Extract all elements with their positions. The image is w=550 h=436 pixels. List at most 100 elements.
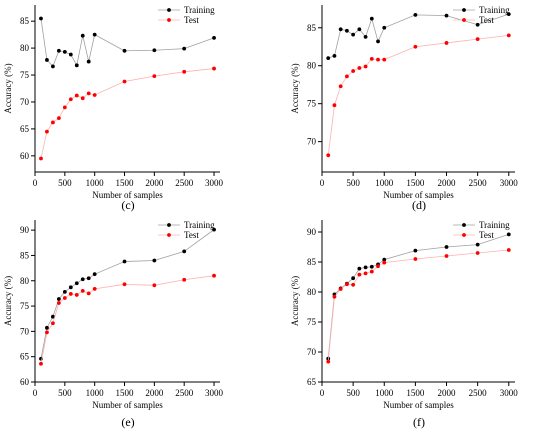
chart-1-legend-marker <box>462 8 466 12</box>
chart-2-x-tick-label: 2000 <box>145 388 164 398</box>
chart-1-panel-label: (d) <box>412 198 426 212</box>
chart-1-series-1-point <box>413 44 418 49</box>
chart-1-series-0-point <box>475 22 480 27</box>
chart-1-series-0-point <box>345 28 349 33</box>
chart-3-legend-label: Training <box>479 220 510 230</box>
chart-0-x-tick-label: 1000 <box>86 178 105 188</box>
chart-0-series-1-point <box>152 74 157 79</box>
chart-1-series-0-point <box>338 27 343 32</box>
chart-2-series-1-point <box>86 291 91 296</box>
chart-3-series-1-point <box>326 359 331 364</box>
chart-1-x-tick-label: 1500 <box>406 178 425 188</box>
chart-2-series-1-point <box>56 301 61 305</box>
chart-0-series-0-point <box>92 32 97 37</box>
chart-3-y-axis-title: Accuracy (%) <box>290 276 300 326</box>
chart-3-y-tick-label: 90 <box>307 227 317 237</box>
chart-2-series-0-point <box>122 259 127 264</box>
chart-3-y-tick-label: 65 <box>307 377 317 387</box>
chart-2-series-1-point <box>68 292 73 296</box>
chart-1-series-0-point <box>369 16 374 21</box>
chart-0-series-1-point <box>122 79 127 84</box>
chart-3-series-0-point <box>357 266 362 271</box>
chart-0-series-1-point <box>80 96 85 101</box>
chart-1-series-1-point <box>363 64 368 69</box>
chart-3-series-1-point <box>382 260 387 265</box>
chart-2-series-0-point <box>74 281 79 286</box>
chart-2-x-tick-label: 0 <box>33 388 38 398</box>
chart-0-series-0-point <box>56 48 61 53</box>
chart-1-y-tick-label: 75 <box>307 99 317 109</box>
chart-2-series-0-point <box>62 289 67 294</box>
chart-3-series-1-point <box>357 272 362 277</box>
chart-0-series-0-point <box>152 48 157 53</box>
chart-2-y-axis-title: Accuracy (%) <box>3 276 13 326</box>
chart-1-x-tick-label: 2000 <box>438 178 457 188</box>
chart-0: 0 500 1000 1500 2000 2500 3000 60 65 70 75 80 85 Numb… <box>3 5 224 212</box>
chart-2-series-1-point <box>182 277 187 282</box>
chart-0-series-1-point <box>51 120 55 125</box>
chart-1-x-tick-label: 500 <box>346 178 360 188</box>
chart-3-series-1-point <box>444 254 449 258</box>
chart-2-series-1-point <box>122 282 127 287</box>
chart-3-legend-marker <box>462 223 466 227</box>
chart-2-legend-label: Training <box>184 220 215 230</box>
chart-0-y-tick-label: 65 <box>20 124 30 134</box>
chart-1-series-1-point <box>332 103 337 108</box>
chart-2-series-0-point <box>212 227 216 232</box>
chart-1-series-1-point <box>345 74 349 79</box>
chart-1-series-0-point <box>382 25 387 30</box>
chart-2-series-0-point <box>80 277 85 282</box>
chart-2-legend-marker <box>167 223 171 227</box>
chart-3-panel-label: (f) <box>413 415 425 429</box>
chart-2-series-0-point <box>45 325 49 330</box>
chart-0-series-0-point <box>80 33 85 38</box>
chart-0-legend-label: Training <box>184 5 215 15</box>
chart-3-series-0-point <box>369 264 374 269</box>
chart-3-series-1-point <box>506 248 511 252</box>
chart-1-series-1-point <box>357 66 362 70</box>
chart-0-x-tick-label: 2000 <box>145 178 164 188</box>
chart-1-y-tick-label: 70 <box>307 137 317 147</box>
chart-0-series-0-point <box>212 35 216 40</box>
chart-3-series-1-point <box>345 282 349 287</box>
chart-1-legend-marker <box>462 18 466 22</box>
chart-0-series-1-point <box>182 69 187 74</box>
chart-0-x-tick-label: 500 <box>58 178 72 188</box>
chart-0-series-1-point <box>92 93 97 97</box>
chart-0-series-1-point <box>45 129 49 134</box>
chart-2-x-tick-label: 2500 <box>175 388 194 398</box>
chart-2-legend-marker <box>167 233 171 237</box>
chart-1-series-1-point <box>376 57 380 62</box>
chart-3-legend-label: Test <box>479 230 494 240</box>
chart-1-x-tick-label: 2500 <box>469 178 488 188</box>
chart-0-panel-label: (c) <box>121 198 134 212</box>
chart-0-x-tick-label: 1500 <box>116 178 135 188</box>
chart-2-series-0-point <box>68 285 73 290</box>
chart-2-series-1-point <box>45 330 49 335</box>
chart-2-series-1-point <box>152 283 157 288</box>
chart-0-legend-label: Test <box>184 15 199 25</box>
chart-3-series-1-point <box>332 294 337 299</box>
chart-0-series-0-point <box>62 49 67 54</box>
chart-2-y-tick-label: 65 <box>20 352 30 362</box>
chart-3-series-1-line <box>327 249 509 362</box>
chart-1-series-1-point <box>369 56 374 61</box>
chart-3-series-0-point <box>506 232 511 237</box>
chart-3-x-tick-label: 1000 <box>375 388 394 398</box>
chart-0-series-0-point <box>122 48 127 53</box>
chart-1-series-0-point <box>351 32 356 37</box>
chart-3: 0 500 1000 1500 2000 2500 3000 65 70 75 80 85 90 Numb… <box>290 220 518 429</box>
chart-0-legend-marker <box>167 18 171 22</box>
chart-1-legend-label: Test <box>479 15 494 25</box>
chart-0-y-tick-label: 70 <box>20 97 30 107</box>
chart-1-series-0-point <box>444 13 449 18</box>
chart-1: 0 500 1000 1500 2000 2500 3000 70 75 80 85 Number o… <box>290 5 518 212</box>
chart-0-legend-marker <box>167 8 171 12</box>
chart-2-y-tick-label: 90 <box>20 225 30 235</box>
chart-1-y-tick-label: 85 <box>307 23 317 33</box>
chart-0-series-1-line <box>40 68 215 159</box>
chart-2-series-0-point <box>152 258 157 263</box>
chart-1-series-1-point <box>382 57 387 62</box>
chart-1-legend-label: Training <box>479 5 510 15</box>
